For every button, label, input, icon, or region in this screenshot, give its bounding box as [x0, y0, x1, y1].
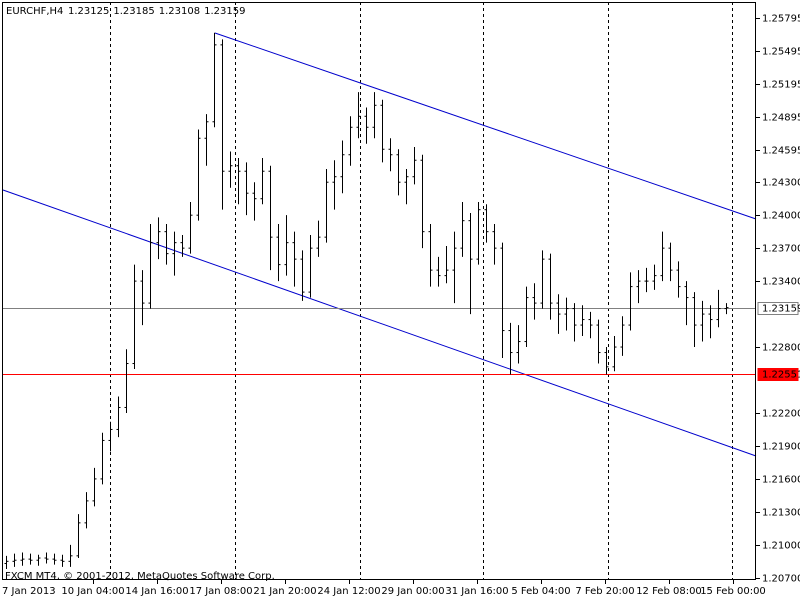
- price-line-label: 1.23159: [762, 304, 800, 315]
- y-tick-label: 1.25495: [762, 47, 800, 58]
- y-tick-label: 1.22800: [762, 343, 800, 354]
- y-tick-label: 1.24895: [762, 113, 800, 124]
- y-tick-label: 1.22200: [762, 409, 800, 420]
- price-line-label-box: [757, 302, 799, 315]
- y-tick-label: 1.24595: [762, 146, 800, 157]
- x-tick-label: 21 Jan 20:00: [253, 586, 316, 597]
- y-tick-label: 1.23400: [762, 277, 800, 288]
- copyright: FXCM MT4, © 2001-2012, MetaQuotes Softwa…: [5, 571, 275, 582]
- x-tick-label: 29 Jan 00:00: [381, 586, 444, 597]
- level-line-label-box: [757, 368, 799, 381]
- x-tick-label: 17 Jan 08:00: [189, 586, 252, 597]
- plot-border: [2, 2, 756, 580]
- header-value: 1.23159: [204, 6, 245, 17]
- channel-lower: [2, 189, 757, 457]
- y-tick-label: 1.25195: [762, 80, 800, 91]
- x-tick-label: 14 Jan 16:00: [125, 586, 188, 597]
- x-tick-label: 31 Jan 16:00: [445, 586, 508, 597]
- period-separators: [110, 2, 733, 580]
- x-tick-label: 15 Feb 00:00: [700, 586, 766, 597]
- y-tick-label: 1.24300: [762, 178, 800, 189]
- y-tick-label: 1.21300: [762, 508, 800, 519]
- x-tick-label: 10 Jan 04:00: [61, 586, 124, 597]
- header-value: 1.23108: [159, 6, 200, 17]
- channel-upper: [214, 32, 757, 220]
- y-tick-label: 1.24000: [762, 211, 800, 222]
- plot: [3, 32, 756, 570]
- x-tick-label: 7 Jan 2013: [2, 586, 56, 597]
- x-tick-label: 12 Feb 08:00: [636, 586, 702, 597]
- x-tick-label: 24 Jan 12:00: [317, 586, 380, 597]
- y-tick-label: 1.20700: [762, 574, 800, 585]
- y-tick-label: 1.21900: [762, 442, 800, 453]
- y-tick-label: 1.23700: [762, 244, 800, 255]
- y-tick-label: 1.21000: [762, 541, 800, 552]
- x-tick-label: 7 Feb 20:00: [575, 586, 634, 597]
- header-symbol: EURCHF,H4: [6, 6, 63, 17]
- x-tick-label: 5 Feb 04:00: [511, 586, 570, 597]
- y-tick-label: 1.21600: [762, 475, 800, 486]
- header-value: 1.23125: [68, 6, 109, 17]
- y-tick-label: 1.25795: [762, 14, 800, 25]
- level-line-label: 1.22551: [762, 370, 800, 381]
- header-value: 1.23185: [113, 6, 154, 17]
